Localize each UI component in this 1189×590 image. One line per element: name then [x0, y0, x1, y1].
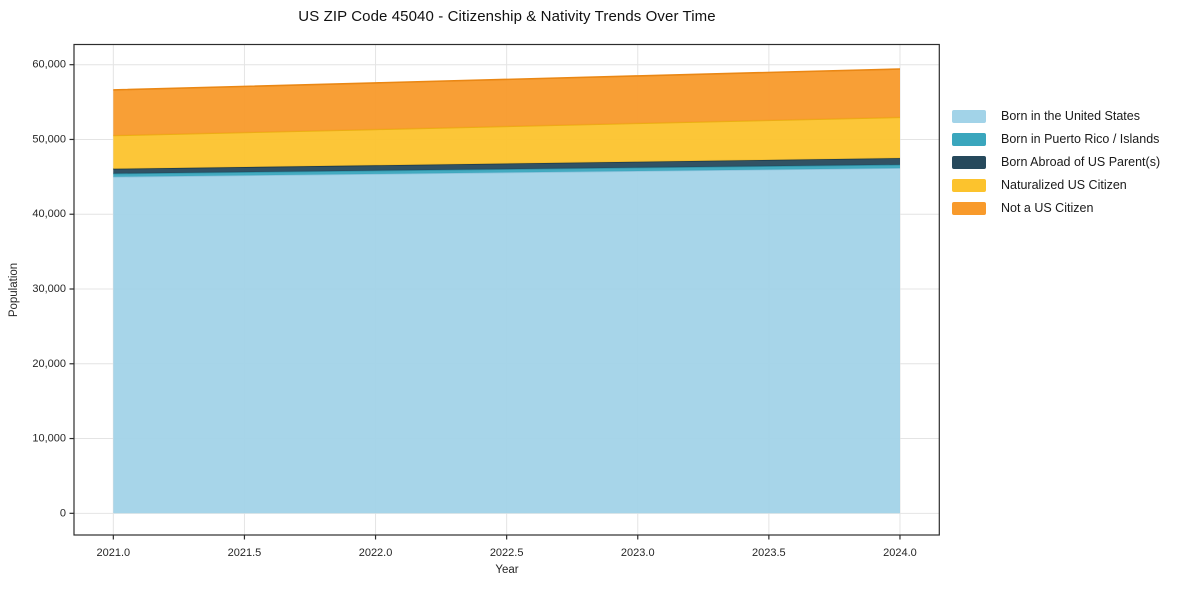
legend-swatch-born-abroad-of-us-parent-s	[952, 156, 986, 169]
x-tick-label: 2023.5	[752, 547, 786, 559]
x-tick-label: 2022.5	[490, 547, 524, 559]
y-tick-label: 20,000	[32, 358, 66, 370]
area-born-in-the-united-states	[113, 168, 901, 514]
legend-label: Born in the United States	[1001, 109, 1140, 123]
legend-label: Born in Puerto Rico / Islands	[1001, 132, 1160, 146]
legend-item-born-in-puerto-rico-islands: Born in Puerto Rico / Islands	[952, 133, 1160, 146]
x-axis-title: Year	[495, 564, 519, 576]
y-tick-label: 40,000	[32, 208, 66, 220]
area-born-abroad-of-us-parent-s	[113, 158, 901, 174]
y-tick-label: 60,000	[32, 59, 66, 71]
legend-item-naturalized-us-citizen: Naturalized US Citizen	[952, 179, 1160, 192]
x-tick-label: 2024.0	[883, 547, 917, 559]
area-not-a-us-citizen	[113, 69, 901, 136]
y-tick-label: 50,000	[32, 133, 66, 145]
legend-label: Not a US Citizen	[1001, 201, 1094, 215]
legend-label: Naturalized US Citizen	[1001, 178, 1127, 192]
area-edge-not-a-us-citizen	[113, 68, 901, 91]
x-tick-label: 2023.0	[621, 547, 655, 559]
y-tick-label: 0	[60, 507, 66, 519]
area-naturalized-us-citizen	[113, 117, 901, 169]
y-tick-label: 30,000	[32, 283, 66, 295]
legend-label: Born Abroad of US Parent(s)	[1001, 155, 1161, 169]
legend-item-not-a-us-citizen: Not a US Citizen	[952, 202, 1160, 215]
chart-title: US ZIP Code 45040 - Citizenship & Nativi…	[298, 8, 716, 25]
x-tick-label: 2021.5	[228, 547, 262, 559]
legend-swatch-born-in-the-united-states	[952, 110, 986, 123]
legend-swatch-not-a-us-citizen	[952, 202, 986, 215]
legend-swatch-born-in-puerto-rico-islands	[952, 133, 986, 146]
x-tick-label: 2021.0	[97, 547, 131, 559]
y-tick-label: 10,000	[32, 433, 66, 445]
legend-swatch-naturalized-us-citizen	[952, 179, 986, 192]
legend: Born in the United States Born in Puerto …	[952, 110, 1160, 215]
y-axis-title: Population	[8, 262, 20, 318]
legend-item-born-abroad-of-us-parent-s: Born Abroad of US Parent(s)	[952, 156, 1160, 169]
x-tick-label: 2022.0	[359, 547, 393, 559]
area-born-in-puerto-rico-islands	[113, 164, 901, 177]
legend-item-born-in-the-united-states: Born in the United States	[952, 110, 1160, 123]
